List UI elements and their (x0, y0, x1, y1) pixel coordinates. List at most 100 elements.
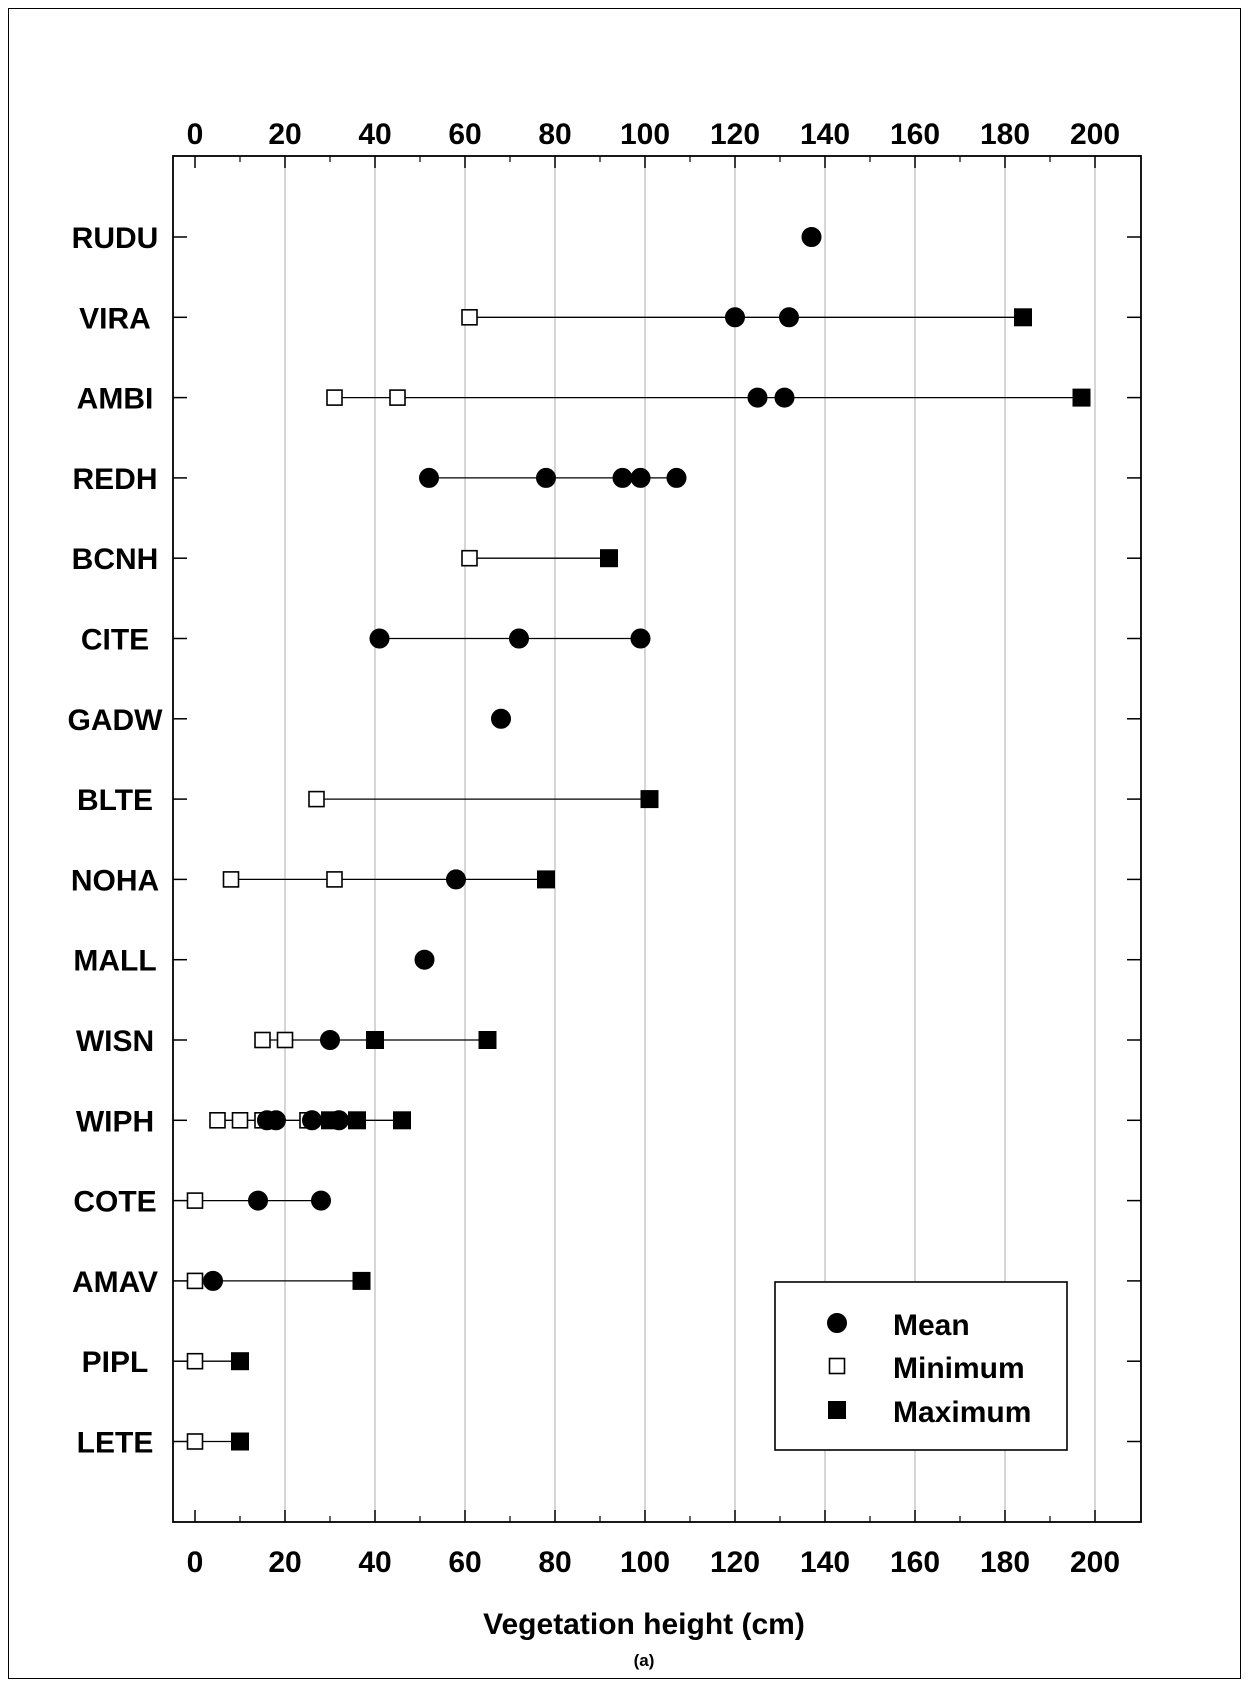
x-tick-label-bottom-40: 40 (358, 1546, 391, 1579)
x-tick-label-bottom-120: 120 (710, 1546, 760, 1579)
category-label-noha: NOHA (71, 864, 159, 897)
category-label-blte: BLTE (77, 784, 153, 817)
x-tick-label-top-0: 0 (187, 118, 204, 151)
point-maximum-pipl-0 (231, 1352, 249, 1371)
point-maximum-wisn-1 (478, 1031, 497, 1049)
point-minimum-ambi-1 (389, 389, 406, 406)
point-mean-redh-1 (536, 467, 556, 488)
point-mean-wiph-1 (266, 1110, 286, 1131)
point-mean-mall-0 (414, 949, 435, 970)
point-mean-redh-2 (612, 467, 633, 488)
x-tick-label-bottom-140: 140 (800, 1546, 850, 1579)
point-minimum-vira-0 (461, 308, 478, 326)
x-tick-label-bottom-180: 180 (980, 1546, 1030, 1579)
category-label-ambi: AMBI (77, 383, 154, 416)
point-maximum-bcnh-0 (600, 549, 618, 568)
point-minimum-cote-0 (186, 1192, 204, 1209)
point-mean-redh-4 (666, 467, 687, 488)
x-tick-label-top-140: 140 (800, 118, 850, 151)
legend-marker-maximum (828, 1401, 846, 1419)
point-minimum-amav-0 (186, 1272, 204, 1290)
point-mean-cote-0 (248, 1190, 268, 1211)
point-mean-cote-1 (311, 1190, 331, 1211)
x-tick-label-top-200: 200 (1070, 118, 1120, 151)
x-tick-label-top-60: 60 (448, 118, 481, 151)
category-label-amav: AMAV (72, 1266, 158, 1299)
x-tick-label-bottom-80: 80 (538, 1546, 571, 1579)
category-label-lete: LETE (77, 1427, 154, 1460)
category-label-gadw: GADW (68, 704, 164, 737)
point-minimum-noha-1 (326, 871, 343, 888)
point-maximum-wiph-2 (393, 1111, 411, 1130)
legend-label-mean: Mean (893, 1309, 970, 1342)
point-minimum-wiph-1 (231, 1112, 249, 1129)
x-tick-label-bottom-60: 60 (448, 1546, 481, 1579)
point-minimum-ambi-0 (326, 389, 343, 406)
x-tick-label-top-160: 160 (890, 118, 940, 151)
point-mean-ambi-0 (747, 387, 768, 408)
point-mean-noha-0 (446, 869, 466, 890)
category-label-vira: VIRA (79, 302, 151, 335)
point-maximum-noha-0 (537, 870, 555, 889)
legend-label-minimum: Minimum (893, 1352, 1025, 1385)
point-maximum-lete-0 (231, 1432, 249, 1451)
category-label-mall: MALL (73, 945, 156, 978)
point-minimum-wiph-0 (209, 1112, 226, 1129)
x-tick-label-top-20: 20 (268, 118, 301, 151)
point-maximum-vira-0 (1014, 308, 1032, 327)
point-mean-cite-0 (369, 628, 390, 649)
point-mean-ambi-1 (774, 387, 795, 408)
point-mean-redh-3 (630, 467, 651, 488)
point-mean-wiph-3 (329, 1110, 349, 1131)
point-mean-amav-0 (203, 1270, 223, 1291)
x-tick-label-top-100: 100 (620, 118, 670, 151)
point-maximum-wisn-0 (366, 1031, 384, 1049)
point-minimum-blte-0 (308, 790, 325, 808)
x-tick-label-bottom-0: 0 (187, 1546, 204, 1579)
point-maximum-wiph-1 (348, 1111, 366, 1130)
x-axis-title: Vegetation height (cm) (483, 1608, 805, 1641)
point-mean-cite-2 (630, 628, 651, 649)
category-label-cite: CITE (81, 624, 149, 657)
point-mean-gadw-0 (491, 708, 511, 729)
legend-box (774, 1281, 1068, 1451)
point-maximum-blte-0 (640, 790, 659, 809)
point-maximum-amav-0 (352, 1271, 371, 1290)
category-label-wisn: WISN (76, 1025, 154, 1058)
point-mean-vira-1 (779, 307, 799, 328)
point-mean-rudu-0 (801, 227, 822, 247)
point-mean-wisn-0 (320, 1030, 340, 1050)
legend-label-maximum: Maximum (893, 1396, 1031, 1429)
panel-label: (a) (634, 1651, 655, 1670)
point-mean-redh-0 (419, 467, 439, 488)
x-tick-label-top-40: 40 (358, 118, 391, 151)
category-label-cote: COTE (73, 1186, 156, 1219)
x-tick-label-bottom-160: 160 (890, 1546, 940, 1579)
point-minimum-wisn-1 (276, 1031, 294, 1049)
point-maximum-ambi-0 (1072, 388, 1091, 407)
x-tick-label-top-120: 120 (710, 118, 760, 151)
x-tick-label-top-80: 80 (538, 118, 571, 151)
x-tick-label-bottom-20: 20 (268, 1546, 301, 1579)
x-tick-label-bottom-100: 100 (620, 1546, 670, 1579)
point-minimum-noha-0 (222, 871, 240, 888)
figure-frame (8, 8, 1241, 1679)
point-minimum-wisn-0 (254, 1031, 271, 1049)
point-minimum-bcnh-0 (461, 549, 478, 567)
x-tick-label-top-180: 180 (980, 118, 1030, 151)
point-minimum-lete-0 (186, 1433, 204, 1450)
x-tick-label-bottom-200: 200 (1070, 1546, 1120, 1579)
legend-marker-mean (827, 1313, 847, 1333)
category-label-rudu: RUDU (72, 222, 159, 255)
point-minimum-pipl-0 (186, 1352, 204, 1370)
category-label-bcnh: BCNH (72, 543, 159, 576)
point-mean-vira-0 (725, 307, 745, 328)
point-mean-wiph-2 (302, 1110, 322, 1131)
category-label-pipl: PIPL (82, 1346, 149, 1379)
plot-area-border (172, 155, 1142, 1523)
legend-marker-minimum (828, 1357, 846, 1375)
category-label-wiph: WIPH (76, 1105, 154, 1138)
point-mean-cite-1 (509, 628, 529, 649)
category-label-redh: REDH (72, 463, 157, 496)
